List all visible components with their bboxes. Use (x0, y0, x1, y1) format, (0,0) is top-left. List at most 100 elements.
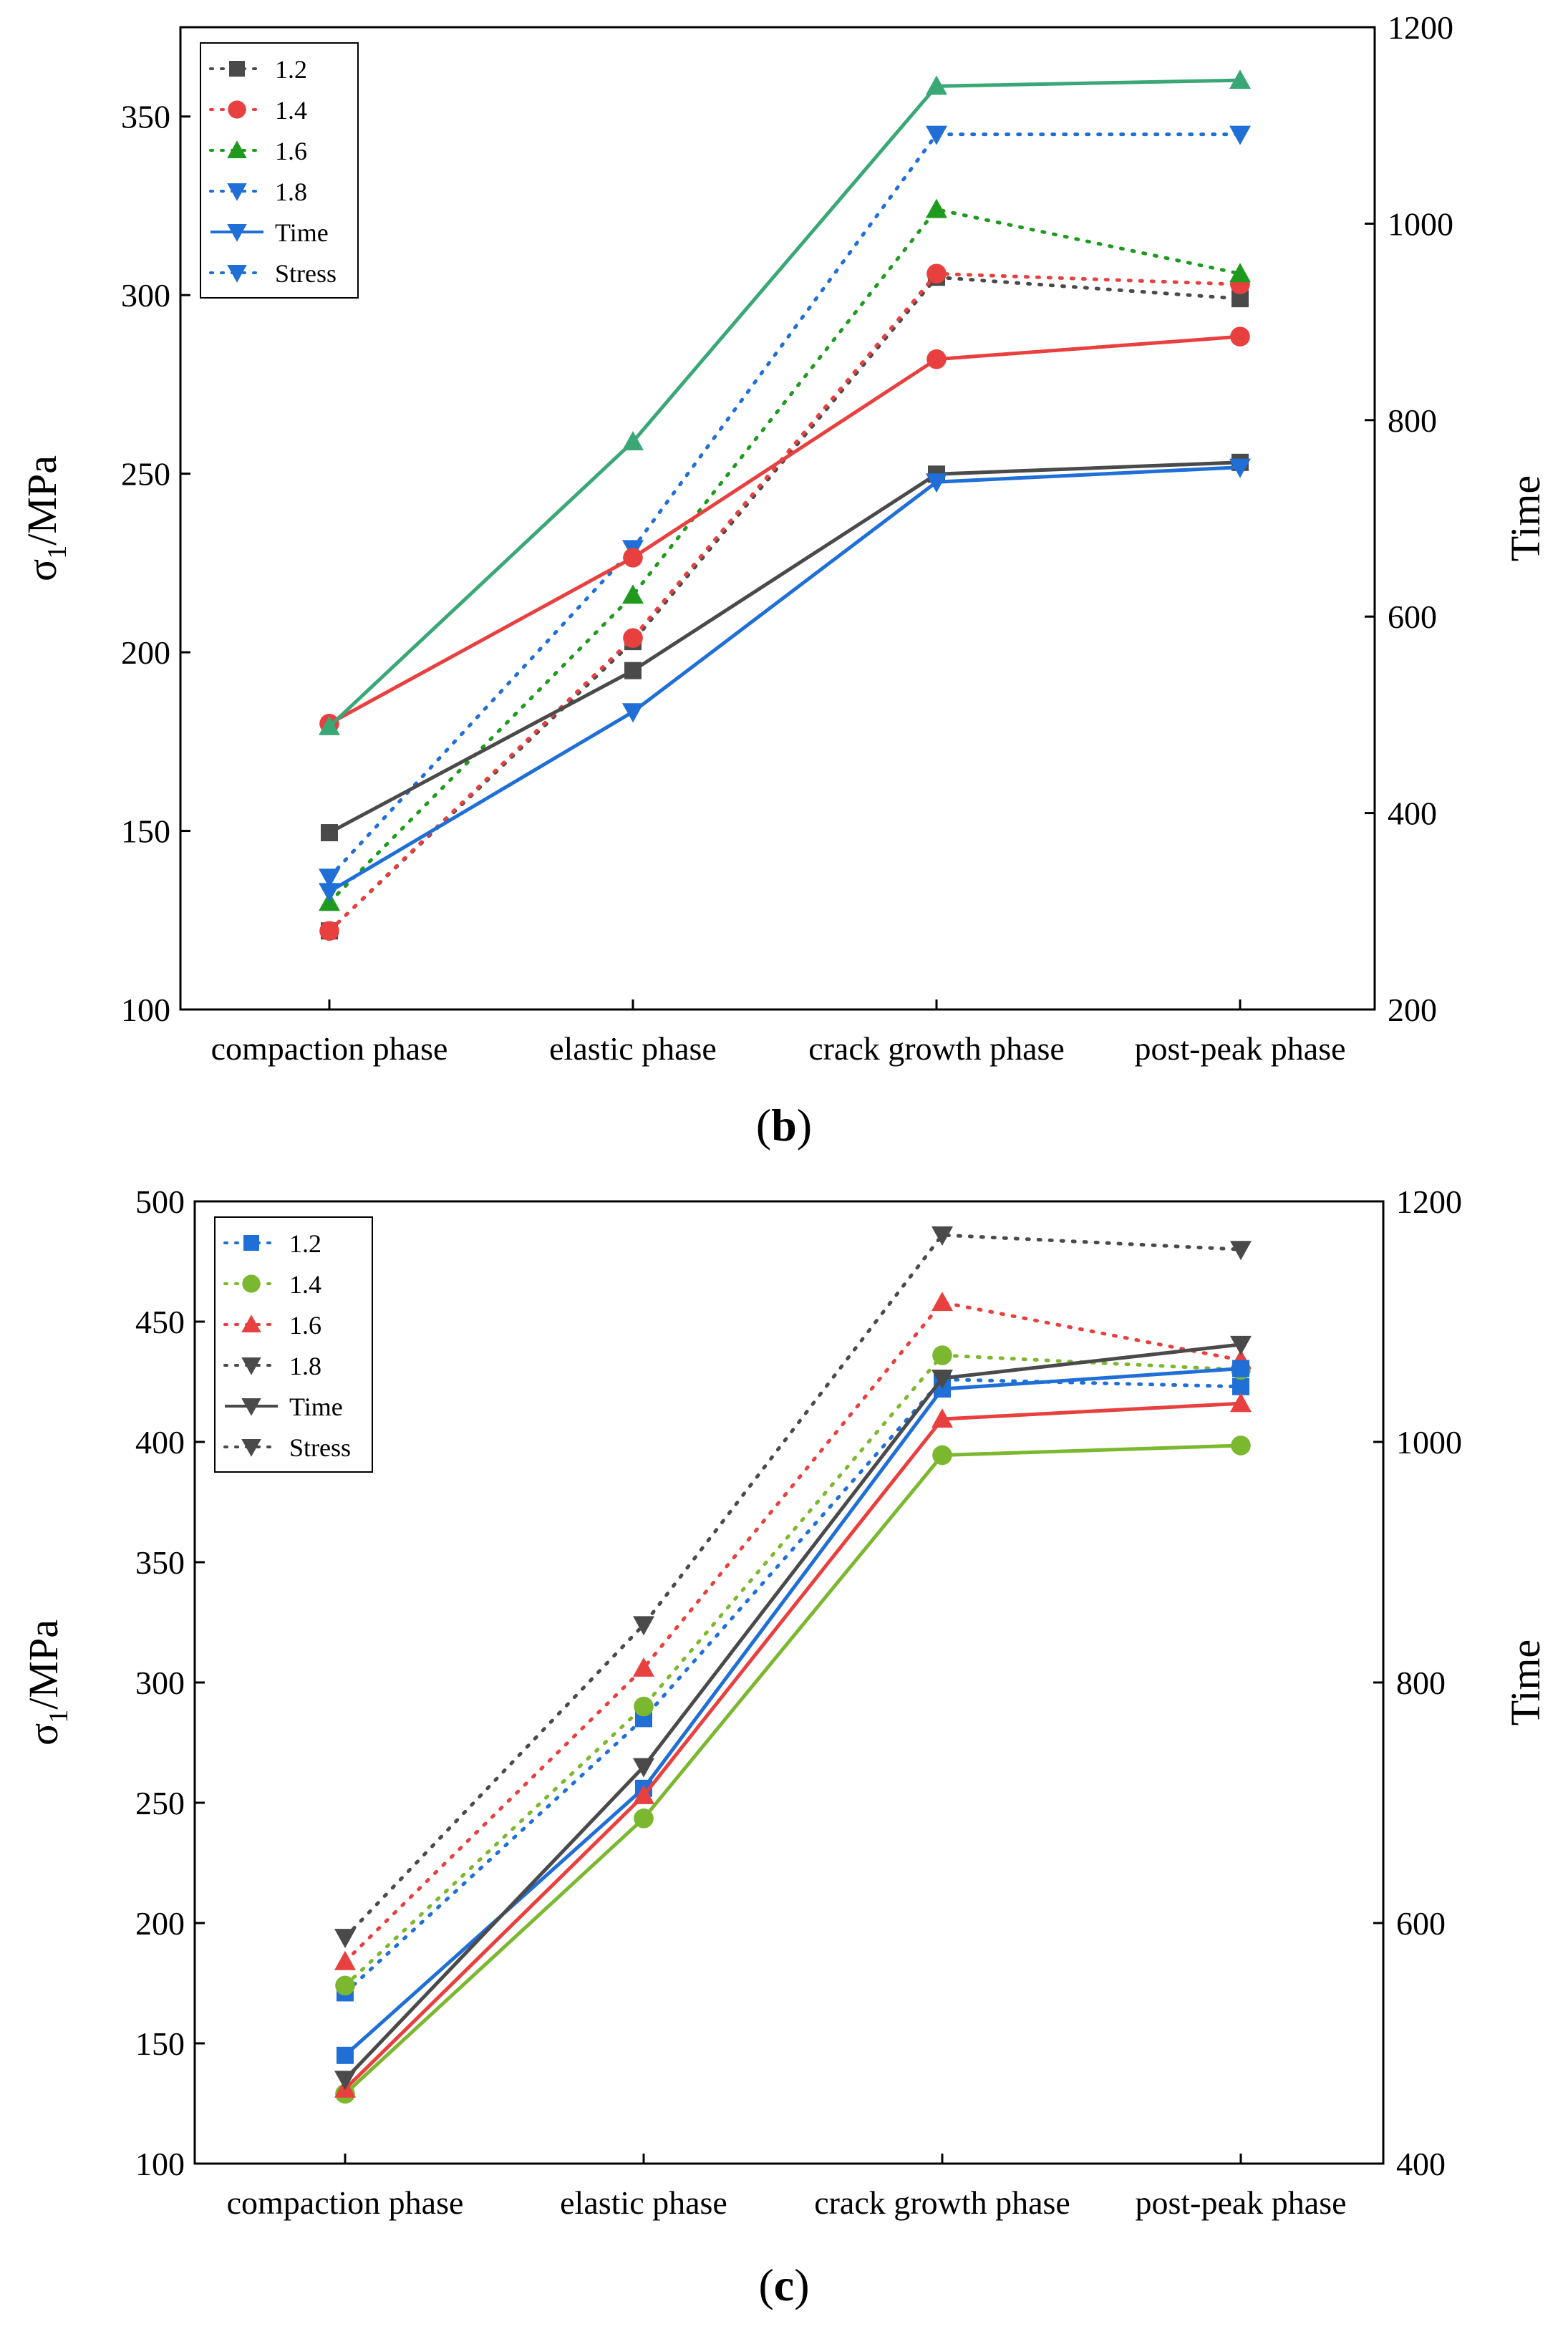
legend-box (200, 42, 359, 299)
y2-axis-label: Time (1502, 1640, 1549, 1725)
series-line-1-2-stress (343, 1377, 1243, 1995)
data-point (926, 473, 947, 493)
series-line-1-2-time (328, 460, 1241, 835)
legend-label: Time (275, 218, 329, 247)
data-point (633, 1758, 654, 1778)
y2-tick-label: 600 (1388, 599, 1437, 635)
chart-svg-b: 100 150 200 250 300 350 200 400 600 800 1000 1200 co… (19, 9, 1549, 1067)
x-tick-label: crack growth phase (808, 1030, 1065, 1067)
y-tick-label: 250 (135, 1785, 185, 1821)
y2-tick-label: 200 (1388, 992, 1437, 1028)
data-point (334, 2071, 356, 2091)
data-point (1232, 1360, 1249, 1377)
legend-marker (241, 1357, 261, 1375)
y-tick-label: 250 (121, 456, 170, 493)
x-tick-label: elastic phase (560, 2184, 727, 2221)
y2-tick-label: 1200 (1388, 9, 1453, 46)
data-point (1231, 1435, 1251, 1456)
data-point (622, 584, 644, 604)
data-point (926, 263, 947, 284)
y-axis-label-sub: 1 (42, 546, 72, 559)
y-axis-label-unit: /MPa (20, 1619, 67, 1710)
series-line-1-6-stress (343, 1300, 1243, 1964)
data-point (622, 430, 644, 450)
data-point (622, 703, 644, 723)
y2-tick-label: 600 (1396, 1905, 1446, 1942)
legend-label: 1.2 (275, 55, 307, 84)
y-tick-label: 100 (121, 992, 170, 1028)
data-point (932, 1345, 952, 1365)
x-tick-label: compaction phase (227, 2184, 464, 2221)
legend-label: Stress (289, 1433, 351, 1462)
data-point (633, 1616, 654, 1636)
caption-b-letter: b (771, 1100, 797, 1151)
legend-marker (242, 1274, 261, 1293)
y-tick-label: 400 (135, 1424, 185, 1461)
plot-frame (179, 26, 1376, 1011)
data-point (334, 1929, 356, 1949)
y-tick-label: 150 (135, 2025, 185, 2062)
legend-marker (227, 224, 247, 242)
legend-label: 1.6 (289, 1311, 321, 1340)
legend-label: 1.8 (289, 1352, 321, 1380)
legend-marker (227, 183, 247, 201)
legend-label: 1.4 (275, 96, 307, 125)
data-point (634, 1808, 654, 1829)
series-line-1-8-time (344, 1342, 1242, 2081)
x-tick-label: post-peak phase (1135, 2184, 1346, 2221)
y-tick-label: 450 (135, 1304, 185, 1340)
series-line-1-4-time (328, 334, 1241, 725)
legend-marker (241, 1439, 261, 1457)
data-point (319, 715, 340, 735)
series-line-1-4-time (344, 1443, 1242, 2096)
series-line-1-2-stress (327, 275, 1242, 933)
data-point (321, 824, 338, 842)
data-point (1229, 263, 1251, 283)
legend-label: 1.2 (289, 1229, 321, 1258)
x-tick-label: compaction phase (211, 1030, 448, 1067)
y-tick-label: 200 (135, 1905, 185, 1942)
x-tick-label: post-peak phase (1134, 1030, 1345, 1067)
y2-tick-label: 400 (1396, 2146, 1446, 2182)
y-tick-label: 100 (135, 2146, 185, 2182)
series-line-1-8-time (328, 465, 1241, 894)
y-axis-label-unit: /MPa (19, 455, 65, 546)
data-point (319, 883, 340, 903)
data-point (319, 868, 340, 888)
data-point (1232, 1377, 1249, 1395)
legend-label: Stress (275, 259, 337, 288)
chart-panel-b: 100 150 200 250 300 350 200 400 600 800 1000 1200 co… (19, 9, 1549, 1151)
series-line-1-4-stress (327, 271, 1242, 933)
legend-marker (229, 61, 245, 77)
data-point (1230, 1335, 1252, 1355)
caption-c-letter: c (773, 2260, 795, 2310)
y2-tick-label: 1000 (1388, 205, 1453, 242)
y2-axis-label: Time (1502, 475, 1549, 561)
y-tick-label: 200 (121, 634, 170, 671)
data-point (931, 1292, 953, 1312)
caption-c: (c) (758, 2260, 810, 2310)
data-point (334, 1950, 356, 1970)
data-point (931, 1408, 953, 1428)
series-line-1-6-time (328, 78, 1241, 728)
series-line-1-6-stress (327, 207, 1242, 904)
legend-label: 1.8 (275, 178, 307, 206)
y-axis-label: σ1/MPa (19, 455, 72, 581)
data-point (624, 662, 642, 679)
y-axis-label-sub: 1 (44, 1710, 74, 1723)
y-tick-label: 350 (121, 99, 170, 135)
data-point (1229, 125, 1251, 145)
legend-marker (243, 1235, 259, 1251)
series-line-1-2-time (344, 1367, 1242, 2057)
x-tick-label: crack growth phase (814, 2184, 1070, 2221)
data-point (319, 921, 339, 941)
series-line-1-8-stress (343, 1233, 1243, 1940)
legend-marker (227, 140, 247, 158)
data-point (926, 198, 947, 218)
legend-label: Time (289, 1393, 343, 1421)
y-axis-label-main: σ (20, 1723, 67, 1745)
data-point (926, 125, 947, 145)
data-point (926, 349, 947, 369)
legend-marker (228, 100, 246, 119)
data-point (1230, 1393, 1252, 1413)
